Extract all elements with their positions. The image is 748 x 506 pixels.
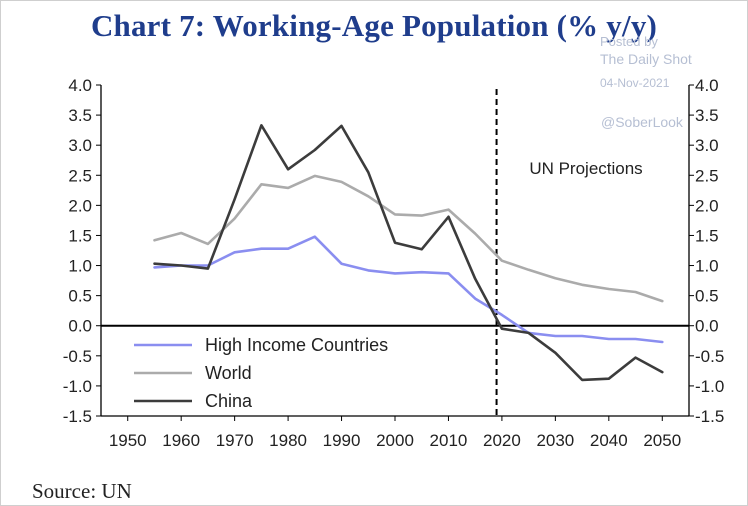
watermark-publisher: The Daily Shot: [600, 51, 692, 67]
y-tick-label-left: 2.0: [68, 196, 92, 215]
y-tick-label-left: 3.5: [68, 106, 92, 125]
y-axis-left: 4.0 3.5 3.0 2.5 2.0 1.5 1.0 0.5 0.0 -0.5 -1.0 -1.5: [63, 76, 101, 426]
y-tick-label-left: -0.5: [63, 347, 92, 366]
y-tick-label-right: 2.0: [695, 196, 719, 215]
y-tick-label-left: 0.5: [68, 287, 92, 306]
y-tick-label-right: 3.5: [695, 106, 719, 125]
x-tick-label: 1960: [162, 431, 200, 450]
y-tick-label-left: -1.5: [63, 407, 92, 426]
y-tick-label-left: 4.0: [68, 76, 92, 95]
y-tick-label-left: 2.5: [68, 166, 92, 185]
watermark-date: 04-Nov-2021: [600, 76, 670, 90]
y-tick-label-right: -1.0: [695, 377, 724, 396]
y-tick-label-right: 0.0: [695, 317, 719, 336]
x-tick-label: 2050: [643, 431, 681, 450]
watermark-posted-by: Posted by: [600, 34, 658, 49]
series-line-world: [153, 174, 664, 303]
source-note: Source: UN: [32, 479, 132, 503]
series-line-high-income-countries: [153, 235, 664, 344]
series-lines: [153, 124, 664, 382]
y-tick-label-right: 1.0: [695, 257, 719, 276]
legend-label-world: World: [205, 363, 252, 383]
y-tick-label-left: -1.0: [63, 377, 92, 396]
chart-title: Chart 7: Working-Age Population (% y/y): [90, 8, 658, 43]
y-axis-right: 4.0 3.5 3.0 2.5 2.0 1.5 1.0 0.5 0.0 -0.5 -1.0 -1.5: [689, 76, 724, 426]
y-tick-label-right: 0.5: [695, 287, 719, 306]
legend: High Income Countries World China: [134, 335, 388, 411]
x-tick-label: 2000: [376, 431, 414, 450]
annotation-un-projections: UN Projections: [529, 159, 642, 178]
y-tick-label-left: 3.0: [68, 136, 92, 155]
axes: [100, 85, 690, 417]
y-tick-label-right: 4.0: [695, 76, 719, 95]
legend-label-high-income-countries: High Income Countries: [205, 335, 388, 355]
x-tick-label: 1990: [323, 431, 361, 450]
y-tick-label-left: 0.0: [68, 317, 92, 336]
x-axis: 1950 1960 1970 1980 1990 2000 2010 2020 2030 2040…: [109, 416, 681, 450]
y-tick-label-right: -0.5: [695, 347, 724, 366]
x-tick-label: 2040: [590, 431, 628, 450]
legend-label-china: China: [205, 391, 253, 411]
y-tick-label-right: -1.5: [695, 407, 724, 426]
y-tick-label-right: 3.0: [695, 136, 719, 155]
x-tick-label: 2020: [483, 431, 521, 450]
watermark-handle: @SoberLook: [601, 114, 683, 130]
x-tick-label: 2030: [536, 431, 574, 450]
x-tick-label: 1970: [216, 431, 254, 450]
y-tick-label-left: 1.0: [68, 257, 92, 276]
x-tick-label: 1950: [109, 431, 147, 450]
series-line-china: [153, 124, 664, 382]
y-tick-label-right: 1.5: [695, 226, 719, 245]
x-tick-label: 1980: [269, 431, 307, 450]
x-tick-label: 2010: [430, 431, 468, 450]
y-tick-label-left: 1.5: [68, 226, 92, 245]
y-tick-label-right: 2.5: [695, 166, 719, 185]
